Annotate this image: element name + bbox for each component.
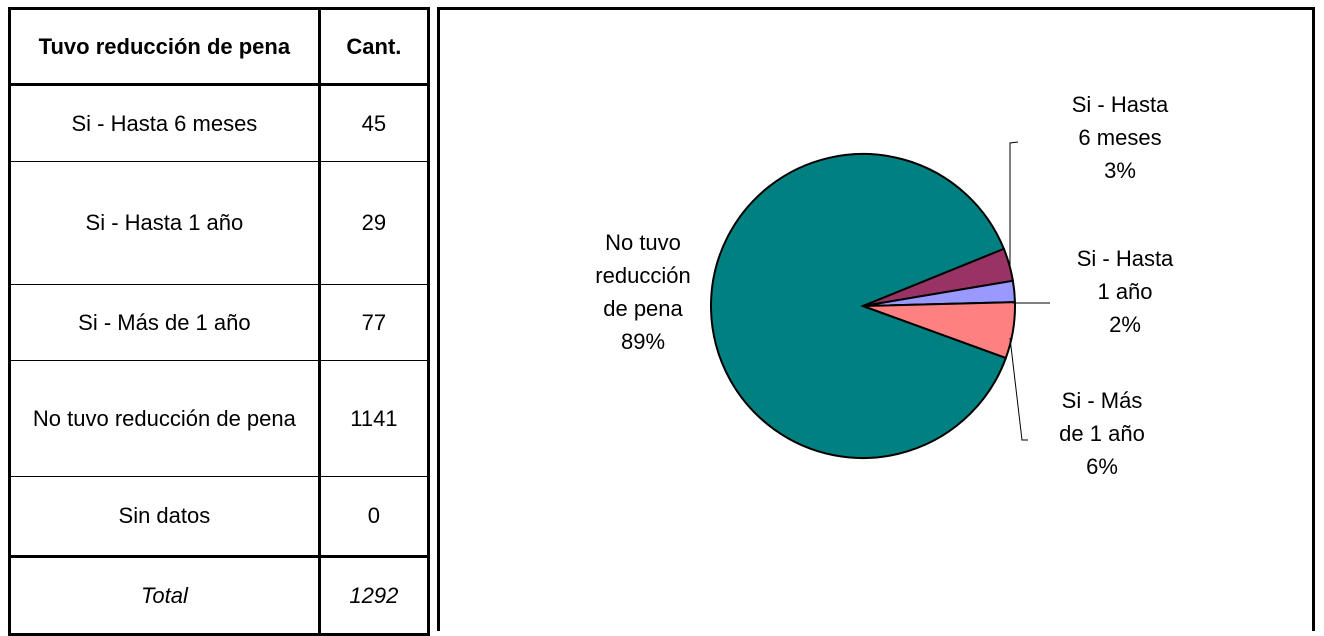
pie-slices [710,153,1016,459]
slice-label-up-to-6-months: Si - Hasta 6 meses 3% [1072,92,1169,183]
table-row: Sin datos 0 [9,476,430,557]
table-total-row: Total 1292 [9,555,430,635]
row-value: 77 [317,284,430,361]
row-value: 29 [317,161,430,285]
total-value: 1292 [317,555,430,635]
row-label: Sin datos [9,476,320,557]
pie-slice-over-1-year [862,301,1016,360]
row-value: 45 [317,84,430,162]
slice-label-no-reduction: No tuvo reducción de pena 89% [595,230,690,354]
table-row: No tuvo reducción de pena 1141 [9,360,430,477]
row-label: No tuvo reducción de pena [9,360,320,477]
row-value: 1141 [317,360,430,477]
slice-labels: No tuvo reducción de pena 89% Si - Hasta 6 me… [595,92,1174,479]
leader-line-up-to-6-months [1009,141,1019,268]
leader-lines [1009,141,1050,441]
table-row: Si - Hasta 1 año 29 [9,161,430,285]
slice-label-over-1-year: Si - Más de 1 año 6% [1059,388,1145,479]
table-row: Si - Más de 1 año 77 [9,284,430,361]
header-category: Tuvo reducción de pena [9,8,320,86]
row-label: Si - Hasta 6 meses [9,84,320,162]
table-row: Si - Hasta 6 meses 45 [9,84,430,162]
pie-slice-no-reduction [710,153,1008,459]
leader-line-over-1-year [1009,337,1028,441]
data-table: Tuvo reducción de pena Cant. Si - Hasta … [8,7,430,636]
row-label: Si - Más de 1 año [9,284,320,361]
row-value: 0 [317,476,430,557]
table-header-row: Tuvo reducción de pena Cant. [9,8,430,86]
header-count: Cant. [317,8,430,86]
row-label: Si - Hasta 1 año [9,161,320,285]
total-label: Total [9,555,320,635]
pie-chart: No tuvo reducción de pena 89% Si - Hasta 6 me… [595,92,1174,479]
slice-label-up-to-1-year: Si - Hasta 1 año 2% [1077,246,1174,337]
chart-frame: No tuvo reducción de pena 89% Si - Hasta 6 me… [437,7,1315,631]
